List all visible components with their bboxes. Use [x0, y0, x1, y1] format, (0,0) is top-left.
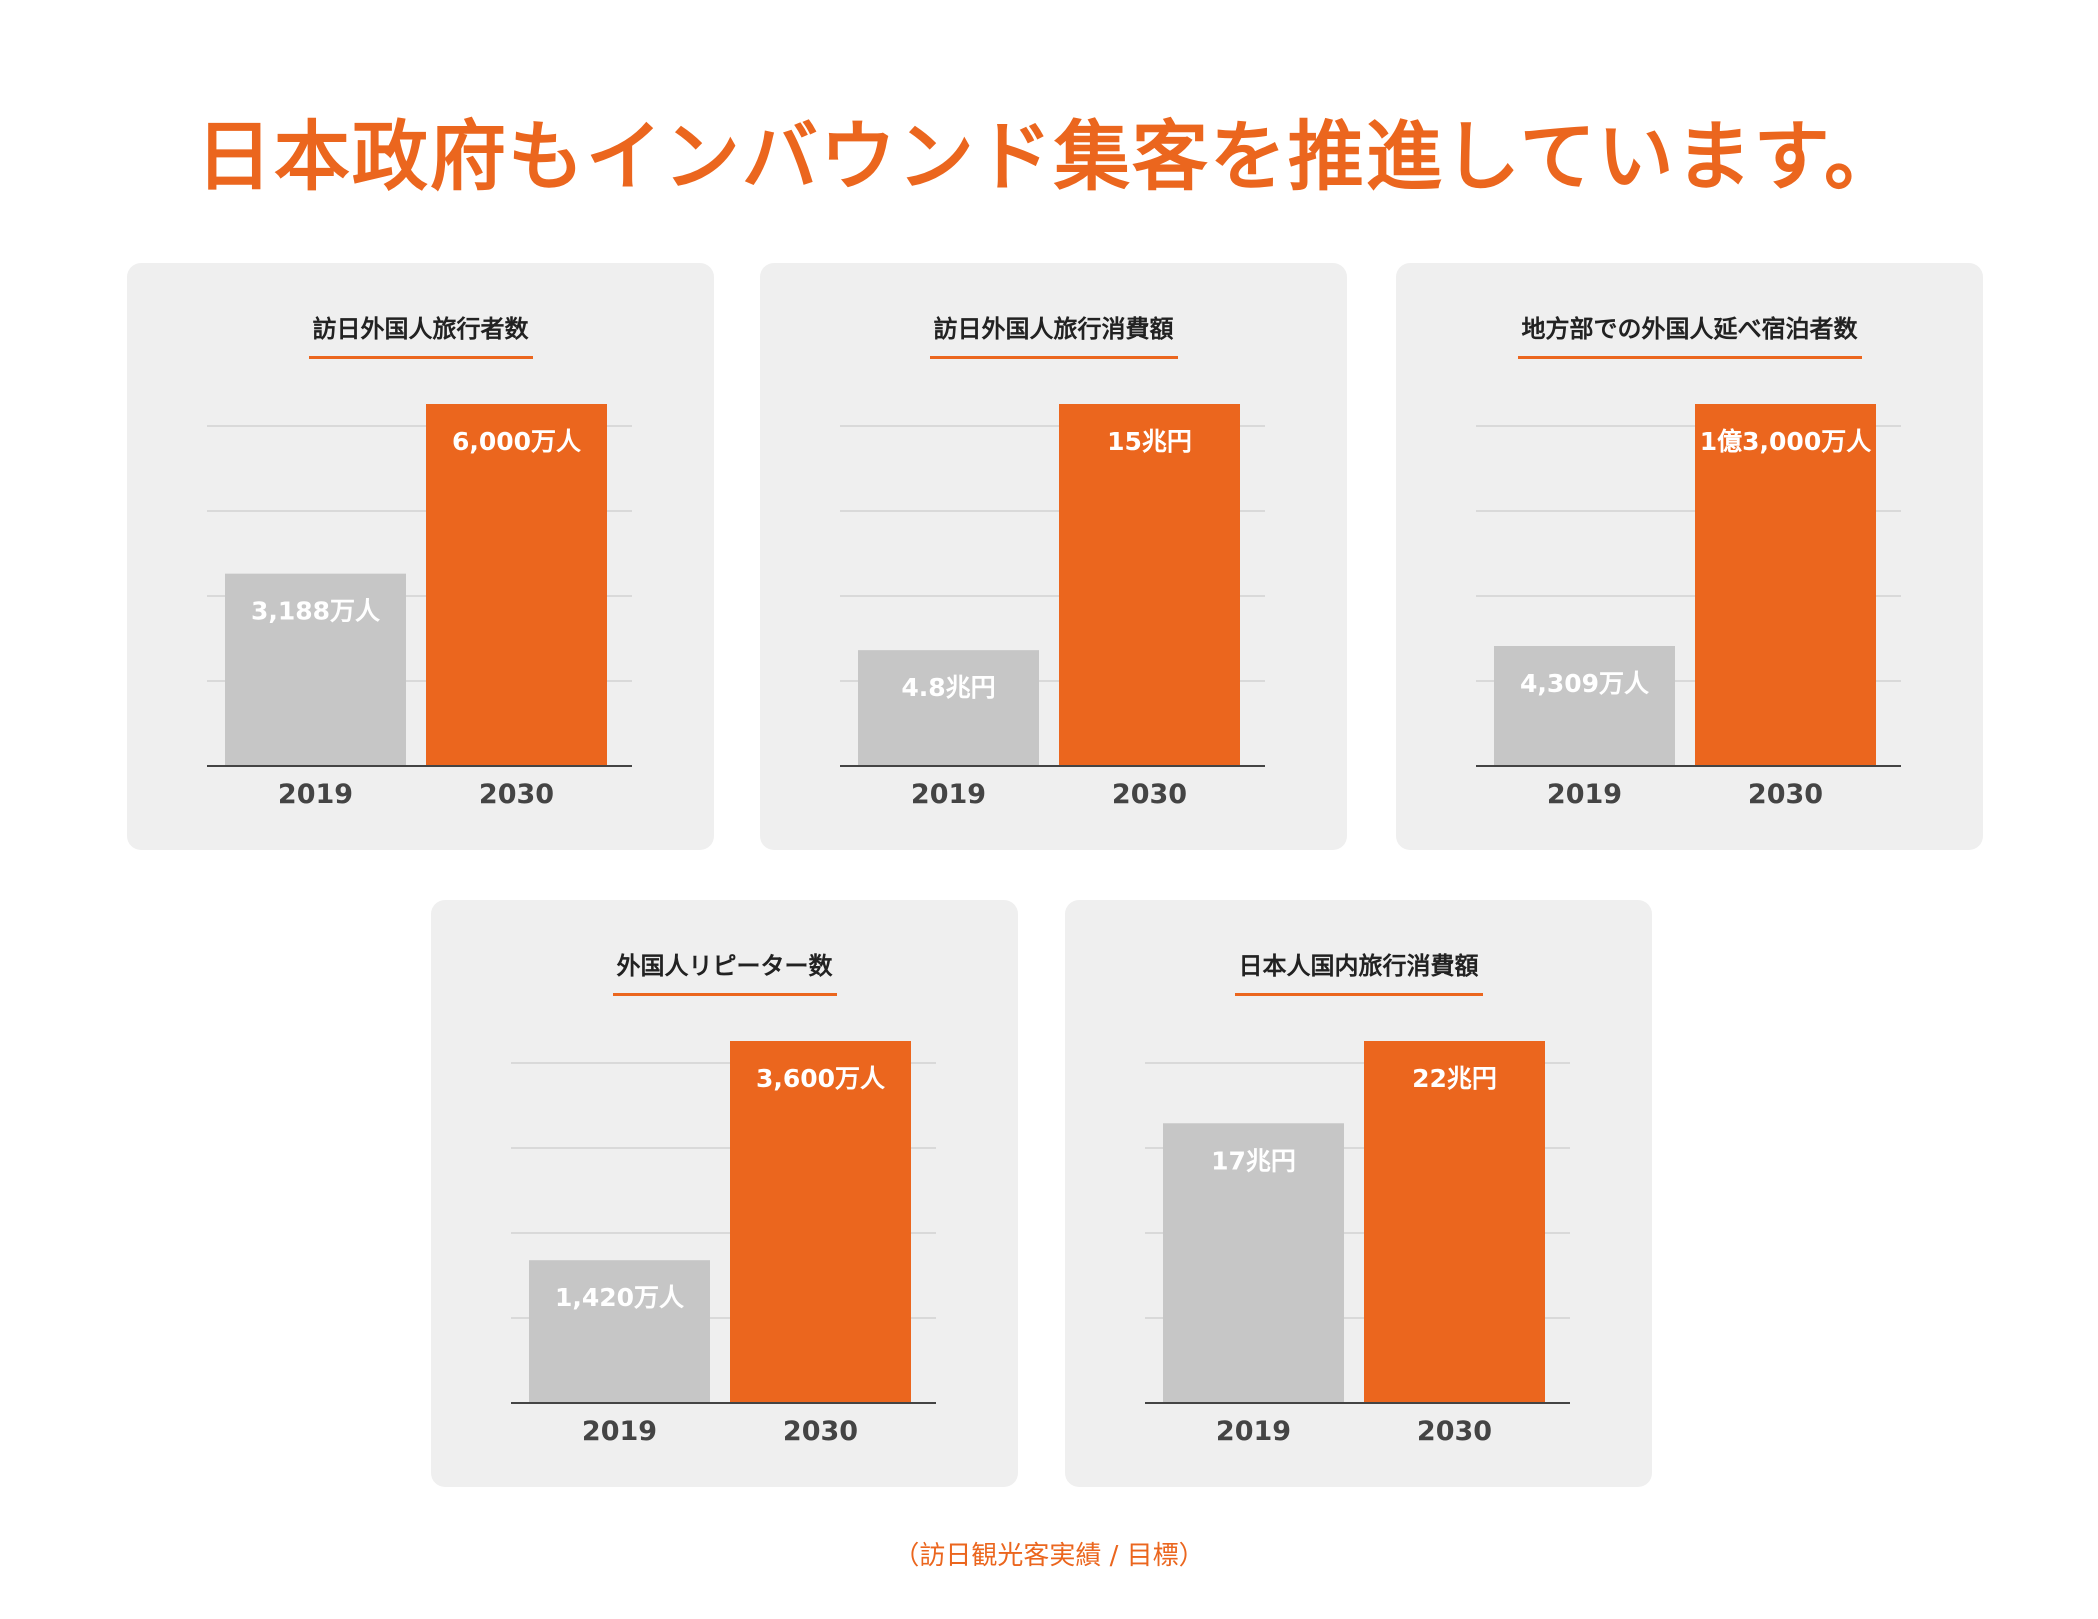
x-tick-label: 2030: [479, 779, 554, 810]
bar-2019: [529, 1260, 710, 1403]
bar-chart-visitors: 3,188万人 2019 6,000万人 2030: [207, 404, 632, 810]
bar-chart-regional-stays: 4,309万人 2019 1億3,000万人 2030: [1476, 404, 1901, 810]
bar-2030: [730, 1041, 911, 1403]
bar-2030: [1695, 404, 1876, 766]
x-tick-label: 2019: [582, 1416, 657, 1447]
chart-card-regional-stays: 地方部での外国人延べ宿泊者数 4,309万人 2019 1億3,000万人 2030: [1396, 263, 1983, 850]
data-label: 1億3,000万人: [1700, 427, 1871, 456]
x-tick-label: 2030: [783, 1416, 858, 1447]
source-note: （訪日観光客実績 / 目標）: [893, 1541, 1205, 1571]
page-title: 日本政府もインバウンド集客を推進しています。: [195, 112, 1903, 201]
x-tick-label: 2019: [278, 779, 353, 810]
chart-title: 訪日外国人旅行者数: [308, 309, 533, 359]
x-tick-label: 2019: [1547, 779, 1622, 810]
chart-title: 訪日外国人旅行消費額: [929, 309, 1178, 359]
data-label: 17兆円: [1211, 1146, 1296, 1175]
bar-2030: [1364, 1041, 1545, 1403]
chart-title: 外国人リピーター数: [612, 946, 837, 996]
data-label: 4,309万人: [1520, 669, 1649, 698]
chart-card-repeaters: 外国人リピーター数 1,420万人 2019 3,600万人 2030: [431, 900, 1018, 1487]
chart-title: 日本人国内旅行消費額: [1234, 946, 1483, 996]
data-label: 4.8兆円: [901, 673, 995, 702]
chart-card-visitors: 訪日外国人旅行者数 3,188万人 2019 6,000万人 2030: [127, 263, 714, 850]
x-tick-label: 2030: [1417, 1416, 1492, 1447]
x-tick-label: 2030: [1112, 779, 1187, 810]
data-label: 3,600万人: [756, 1064, 885, 1093]
x-tick-label: 2019: [911, 779, 986, 810]
bar-chart-repeaters: 1,420万人 2019 3,600万人 2030: [511, 1041, 936, 1447]
bar-2019: [858, 650, 1039, 766]
x-tick-label: 2019: [1216, 1416, 1291, 1447]
chart-card-domestic-spending: 日本人国内旅行消費額 17兆円 2019 22兆円 2030: [1065, 900, 1652, 1487]
bar-chart-visitor-spending: 4.8兆円 2019 15兆円 2030: [840, 404, 1265, 810]
bar-2019: [1494, 646, 1675, 766]
data-label: 15兆円: [1107, 427, 1192, 456]
bar-2030: [1059, 404, 1240, 766]
bar-2030: [426, 404, 607, 766]
bar-2019: [1163, 1123, 1344, 1403]
data-label: 3,188万人: [251, 597, 380, 626]
chart-title: 地方部での外国人延べ宿泊者数: [1517, 309, 1862, 359]
bar-chart-domestic-spending: 17兆円 2019 22兆円 2030: [1145, 1041, 1570, 1447]
chart-card-visitor-spending: 訪日外国人旅行消費額 4.8兆円 2019 15兆円 2030: [760, 263, 1347, 850]
bar-2019: [225, 573, 406, 766]
data-label: 22兆円: [1412, 1064, 1497, 1093]
data-label: 6,000万人: [452, 427, 581, 456]
data-label: 1,420万人: [555, 1283, 684, 1312]
x-tick-label: 2030: [1748, 779, 1823, 810]
